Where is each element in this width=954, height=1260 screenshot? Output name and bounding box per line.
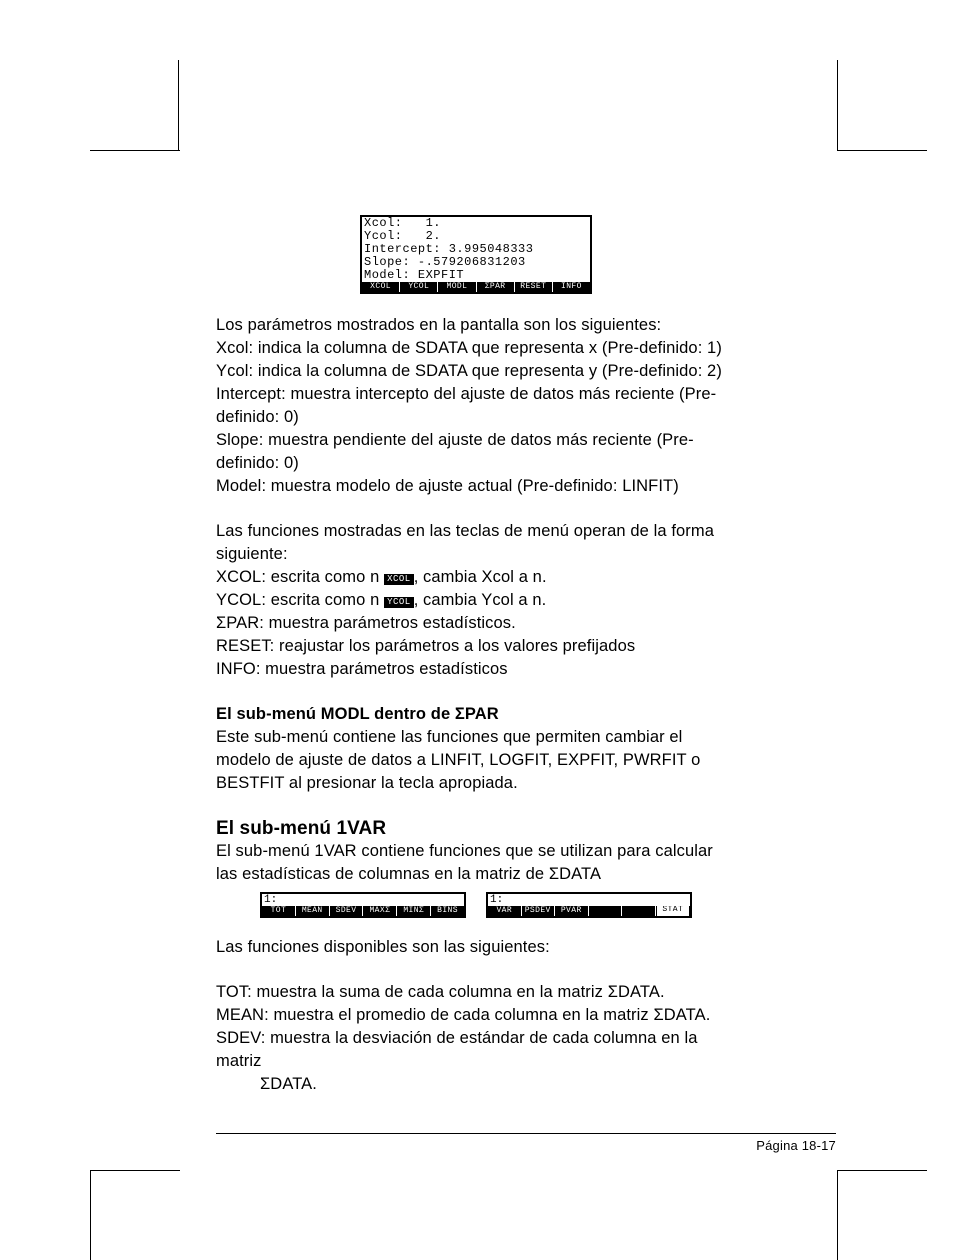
softkey: MEAN xyxy=(296,906,330,916)
softkey: MAXΣ xyxy=(363,906,397,916)
crop-mark xyxy=(837,150,927,151)
text-line: XCOL: escrita como n XCOL, cambia Xcol a… xyxy=(216,566,736,589)
calc-line: 1: xyxy=(262,894,464,906)
softkey: PVAR xyxy=(555,906,589,916)
softkey: MINΣ xyxy=(397,906,431,916)
crop-mark xyxy=(837,1170,838,1260)
softkey: PSDEV xyxy=(522,906,556,916)
calc-screenshot-right: 1: VAR PSDEV PVAR STAT xyxy=(486,892,692,918)
softkey: YCOL xyxy=(400,282,438,292)
softkey: TOT xyxy=(262,906,296,916)
text-line: Las funciones mostradas en las teclas de… xyxy=(216,520,736,566)
text-line: TOT: muestra la suma de cada columna en … xyxy=(216,981,736,1004)
calc-screenshot-main: Xcol: 1. Ycol: 2. Intercept: 3.995048333… xyxy=(360,215,592,294)
crop-mark xyxy=(90,1170,180,1171)
text-line: Slope: muestra pendiente del ajuste de d… xyxy=(216,429,736,475)
text-line: ΣPAR: muestra parámetros estadísticos. xyxy=(216,612,736,635)
crop-mark xyxy=(837,1170,927,1171)
softkey-inline-label: YCOL xyxy=(384,597,414,608)
text-line: Xcol: indica la columna de SDATA que rep… xyxy=(216,337,736,360)
section-1var: El sub-menú 1VAR El sub-menú 1VAR contie… xyxy=(216,817,736,886)
text-line: YCOL: escrita como n YCOL, cambia Ycol a… xyxy=(216,589,736,612)
text-line: INFO: muestra parámetros estadísticos xyxy=(216,658,736,681)
softkey-blank xyxy=(589,906,623,916)
text-line: ΣDATA. xyxy=(216,1073,736,1096)
softkey: STAT xyxy=(656,906,691,916)
available-line: Las funciones disponibles son las siguie… xyxy=(216,936,736,959)
crop-mark xyxy=(90,1170,91,1260)
text-line: Este sub-menú contiene las funciones que… xyxy=(216,726,736,795)
text-line: Intercept: muestra intercepto del ajuste… xyxy=(216,383,736,429)
softkey: INFO xyxy=(553,282,590,292)
text-fragment: XCOL: escrita como n xyxy=(216,568,384,586)
softkey: XCOL xyxy=(362,282,400,292)
softkey: VAR xyxy=(488,906,522,916)
softkey: BINS xyxy=(431,906,464,916)
calc-softkey-bar: XCOL YCOL MODL ΣPAR RESET INFO xyxy=(362,282,590,292)
text-fragment: YCOL: escrita como n xyxy=(216,591,384,609)
calc-line: 1: xyxy=(488,894,690,906)
text-line: SDEV: muestra la desviación de estándar … xyxy=(216,1027,736,1073)
functions-paragraph: Las funciones mostradas en las teclas de… xyxy=(216,520,736,681)
text-fragment: , cambia Xcol a n. xyxy=(414,568,547,586)
softkey-blank xyxy=(622,906,656,916)
text-line: Las funciones disponibles son las siguie… xyxy=(216,936,736,959)
text-line: El sub-menú 1VAR contiene funciones que … xyxy=(216,840,736,886)
calc-softkey-bar: TOT MEAN SDEV MAXΣ MINΣ BINS xyxy=(262,906,464,916)
text-line: MEAN: muestra el promedio de cada column… xyxy=(216,1004,736,1027)
calc-line: Model: EXPFIT xyxy=(362,269,590,282)
calc-screenshots-pair: 1: TOT MEAN SDEV MAXΣ MINΣ BINS 1: VAR P… xyxy=(216,892,736,918)
softkey: ΣPAR xyxy=(477,282,515,292)
params-paragraph: Los parámetros mostrados en la pantalla … xyxy=(216,314,736,498)
softkey: MODL xyxy=(438,282,476,292)
softkey-inline-label: XCOL xyxy=(384,574,414,585)
calc-softkey-bar: VAR PSDEV PVAR STAT xyxy=(488,906,690,916)
softkey: SDEV xyxy=(330,906,364,916)
crop-mark xyxy=(837,60,838,150)
page-number: Página 18-17 xyxy=(756,1138,836,1153)
softkey: RESET xyxy=(515,282,553,292)
page-footer: Página 18-17 xyxy=(216,1133,836,1153)
modl-section: El sub-menú MODL dentro de ΣPAR Este sub… xyxy=(216,703,736,795)
crop-mark xyxy=(178,60,179,150)
page-content: Xcol: 1. Ycol: 2. Intercept: 3.995048333… xyxy=(216,215,736,1096)
calc-screenshot-left: 1: TOT MEAN SDEV MAXΣ MINΣ BINS xyxy=(260,892,466,918)
text-line: Los parámetros mostrados en la pantalla … xyxy=(216,314,736,337)
text-fragment: , cambia Ycol a n. xyxy=(414,591,547,609)
text-line: RESET: reajustar los parámetros a los va… xyxy=(216,635,736,658)
subheading: El sub-menú MODL dentro de ΣPAR xyxy=(216,703,736,726)
descriptions: TOT: muestra la suma de cada columna en … xyxy=(216,981,736,1096)
text-line: Model: muestra modelo de ajuste actual (… xyxy=(216,475,736,498)
text-line: Ycol: indica la columna de SDATA que rep… xyxy=(216,360,736,383)
crop-mark xyxy=(90,150,180,151)
section-heading: El sub-menú 1VAR xyxy=(216,817,736,840)
